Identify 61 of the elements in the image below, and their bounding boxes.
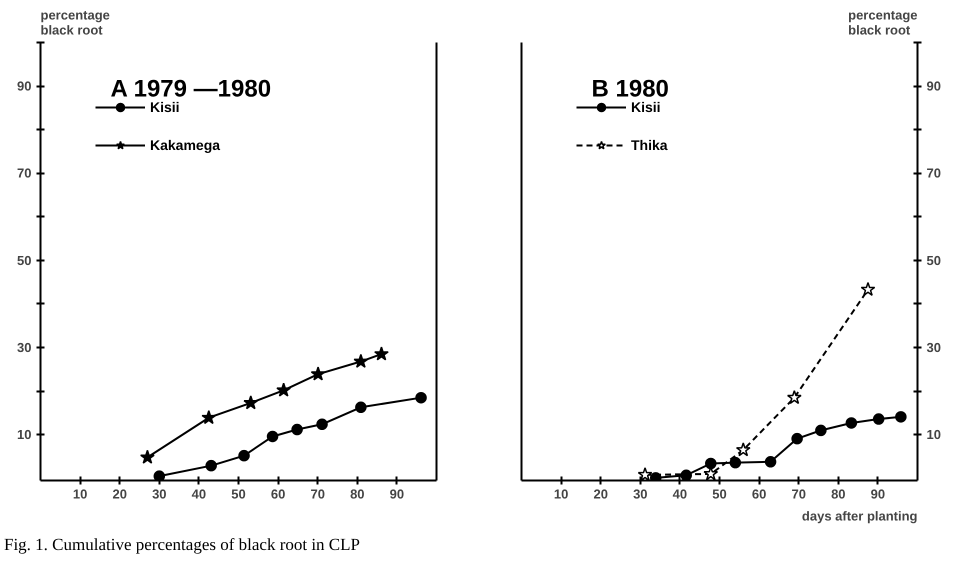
point [266, 430, 278, 442]
y2-tick-label: 10 [926, 427, 941, 442]
point [736, 442, 751, 456]
y2-axis-title: percentage black root [848, 8, 918, 38]
point [374, 346, 389, 361]
x-tick-label: 40 [672, 486, 688, 502]
y2-tick-label: 70 [926, 166, 941, 181]
point [815, 424, 827, 436]
y-tick-label: 50 [17, 252, 32, 268]
x-tick-label: 70 [791, 486, 806, 502]
x-tick-label: 90 [390, 486, 404, 502]
x-tick-label: 10 [554, 486, 568, 502]
point [238, 450, 250, 462]
point [243, 395, 258, 410]
x-tick-label: 70 [310, 486, 325, 502]
point [205, 460, 217, 472]
point [415, 392, 427, 404]
legend-label: Thika [631, 137, 668, 153]
x-tick-label: 80 [831, 486, 846, 502]
x-tick-label: 60 [752, 486, 766, 502]
point [355, 402, 367, 414]
point [705, 458, 717, 470]
point [276, 382, 292, 397]
point [291, 424, 303, 436]
x-tick-label: 50 [712, 486, 727, 502]
point [846, 417, 858, 429]
point [154, 470, 166, 480]
point [872, 413, 884, 425]
x-tick-label: 60 [270, 486, 286, 502]
y-tick-label: 90 [17, 78, 32, 94]
y2-tick-label: 30 [926, 340, 941, 356]
point [786, 390, 802, 404]
point [638, 467, 652, 480]
point [791, 432, 803, 444]
x-tick-label: 30 [633, 486, 648, 502]
point [353, 354, 368, 368]
y-tick-label: 10 [17, 427, 32, 442]
y2-tick-label: 90 [926, 78, 941, 94]
x-axis-title: days after planting [802, 508, 918, 524]
x-tick-label: 20 [112, 486, 127, 502]
point [730, 456, 742, 468]
x-tick-label: 20 [593, 486, 608, 502]
y-tick-label: 30 [17, 340, 32, 356]
legend-label: Kakamega [150, 137, 220, 153]
y2-tick-label: 50 [926, 252, 941, 268]
point [860, 282, 876, 296]
point [140, 450, 155, 464]
point [201, 410, 216, 424]
point [316, 418, 328, 430]
y-axis-title: percentage black root [40, 8, 110, 38]
x-tick-label: 80 [350, 486, 365, 502]
x-tick-label: 90 [870, 486, 886, 502]
x-tick-label: 30 [152, 486, 167, 502]
point [764, 456, 776, 468]
x-tick-label: 10 [72, 486, 88, 502]
x-tick-label: 40 [192, 486, 206, 502]
x-tick-label: 50 [231, 486, 246, 502]
point [895, 411, 907, 423]
caption: Fig. 1. Cumulative percentages of black root in CLP [4, 534, 360, 556]
y-tick-label: 70 [17, 166, 32, 181]
point [310, 366, 326, 381]
